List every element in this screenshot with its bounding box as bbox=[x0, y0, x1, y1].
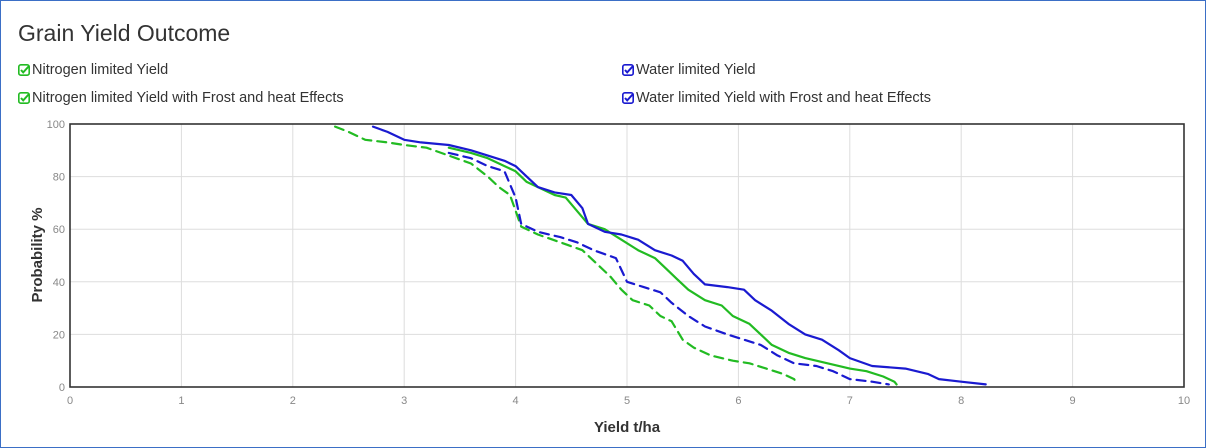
series-line-3 bbox=[334, 125, 799, 386]
y-tick-label: 40 bbox=[53, 277, 65, 289]
series-line-1 bbox=[447, 146, 898, 386]
legend-item-nitrogen-limited[interactable]: Nitrogen limited Yield bbox=[18, 62, 168, 78]
checked-box-icon bbox=[622, 92, 634, 104]
grid bbox=[70, 124, 1184, 387]
x-tick-label: 2 bbox=[290, 395, 296, 407]
legend-item-water-limited-frost-heat[interactable]: Water limited Yield with Frost and heat … bbox=[622, 90, 931, 106]
checked-box-icon bbox=[622, 64, 634, 76]
x-tick-label: 4 bbox=[513, 395, 519, 407]
y-tick-label: 20 bbox=[53, 329, 65, 341]
series-line-2 bbox=[371, 125, 987, 386]
legend-label: Nitrogen limited Yield bbox=[32, 62, 169, 78]
x-tick-label: 3 bbox=[401, 395, 407, 407]
y-tick-label: 60 bbox=[53, 224, 65, 236]
checked-box-icon bbox=[18, 64, 30, 76]
checked-box-icon bbox=[18, 92, 30, 104]
x-tick-label: 6 bbox=[735, 395, 741, 407]
y-tick-label: 80 bbox=[53, 172, 65, 184]
x-tick-label: 7 bbox=[847, 395, 853, 407]
legend-label: Water limited Yield bbox=[636, 62, 756, 78]
x-tick-label: 8 bbox=[958, 395, 964, 407]
x-tick-label: 10 bbox=[1178, 395, 1190, 407]
legend-item-water-limited[interactable]: Water limited Yield bbox=[622, 62, 756, 78]
plot-border bbox=[69, 123, 1185, 388]
chart-title: Grain Yield Outcome bbox=[18, 20, 231, 46]
y-tick-label: 100 bbox=[47, 119, 65, 131]
x-axis-label: Yield t/ha bbox=[594, 419, 661, 436]
x-tick-label: 5 bbox=[624, 395, 630, 407]
x-tick-label: 0 bbox=[67, 395, 73, 407]
x-tick-label: 9 bbox=[1070, 395, 1076, 407]
series-lines bbox=[334, 125, 987, 386]
legend-label: Water limited Yield with Frost and heat … bbox=[636, 90, 931, 106]
legend-label: Nitrogen limited Yield with Frost and he… bbox=[32, 90, 344, 106]
legend-item-nitrogen-limited-frost-heat[interactable]: Nitrogen limited Yield with Frost and he… bbox=[18, 90, 344, 106]
x-tick-label: 1 bbox=[178, 395, 184, 407]
series-line-4 bbox=[447, 151, 890, 386]
y-axis-label: Probability % bbox=[29, 207, 46, 302]
y-tick-label: 0 bbox=[59, 382, 65, 394]
